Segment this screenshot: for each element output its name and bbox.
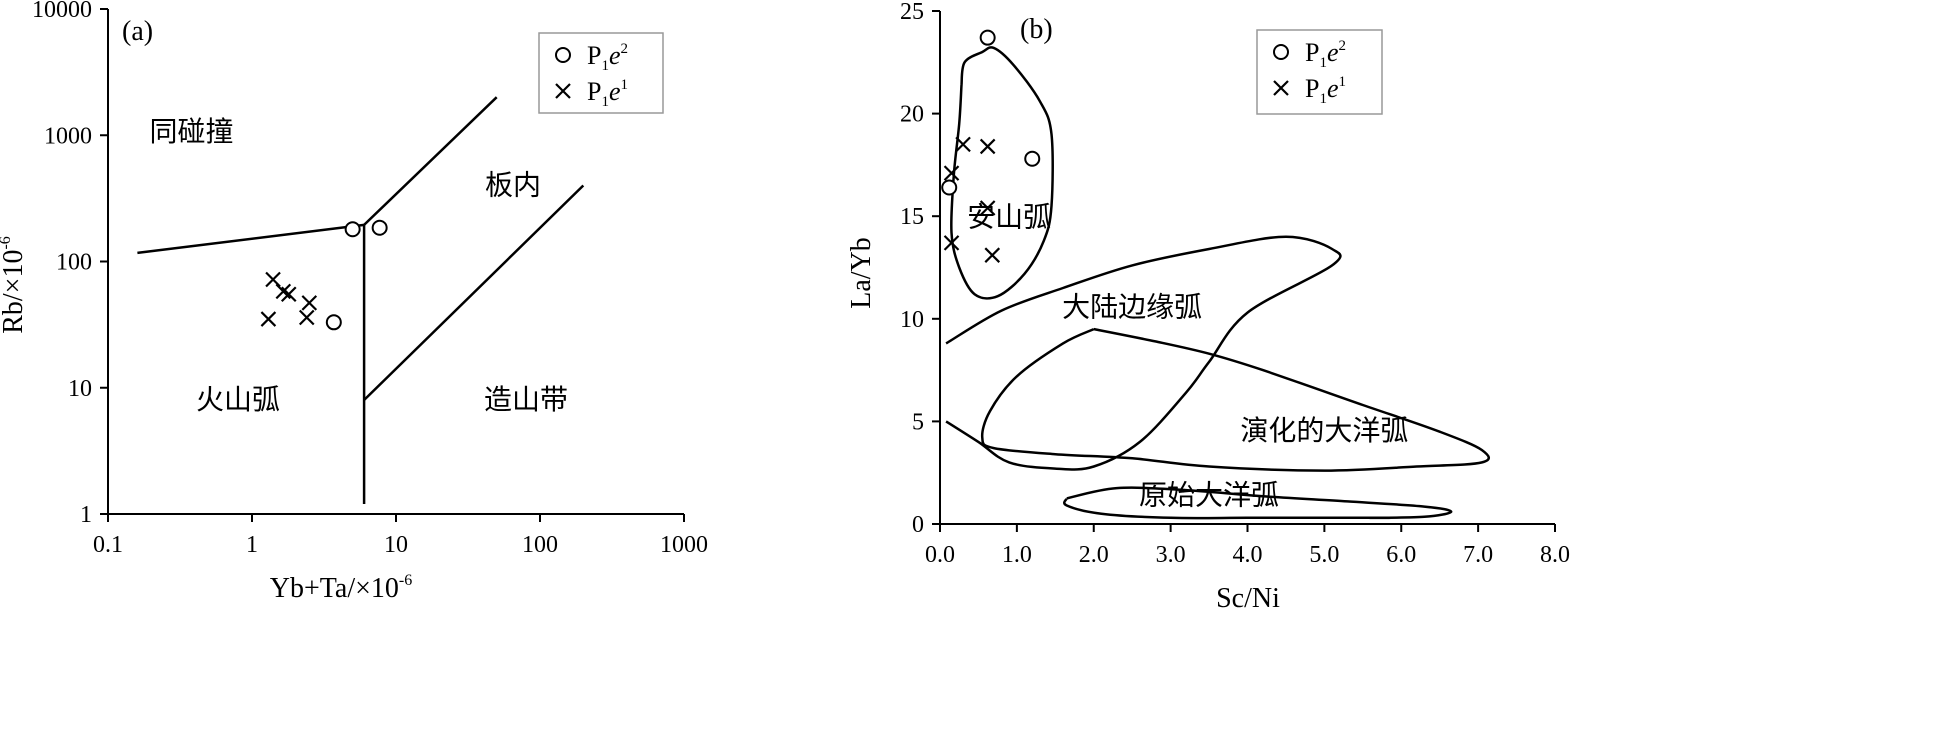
field-outline xyxy=(1063,486,1453,520)
data-point-cross xyxy=(260,311,277,327)
data-point-circle xyxy=(371,219,388,236)
y-tick-label: 100 xyxy=(56,250,92,276)
x-tick-label: 4.0 xyxy=(1233,542,1263,568)
legend-marker-circle xyxy=(555,47,571,63)
region-label: 火山弧 xyxy=(196,383,280,416)
x-tick-label: 6.0 xyxy=(1386,542,1416,568)
y-tick-label: 10 xyxy=(900,307,924,333)
legend-label-subscript: 1 xyxy=(601,58,609,74)
legend-box xyxy=(538,32,664,114)
legend-label-base: P xyxy=(1305,38,1319,67)
panel-a-chart: 0.1 1 10 100 1000110100100010000Yb+Ta/×10-6R… xyxy=(0,0,708,604)
data-point-cross xyxy=(301,295,318,311)
data-point-circle xyxy=(941,179,958,196)
panel-label: (b) xyxy=(1020,14,1053,45)
legend-label-base: P xyxy=(1305,74,1319,103)
field-outline xyxy=(980,327,1490,472)
data-point-circle xyxy=(325,314,342,331)
legend-label-base: P xyxy=(587,77,601,106)
legend-label-base: P xyxy=(587,41,601,70)
legend-entry-label: P1e2 xyxy=(1305,38,1346,71)
data-point-circle xyxy=(1024,150,1041,167)
data-point-cross xyxy=(984,247,1001,263)
x-tick-label: 5.0 xyxy=(1309,542,1339,568)
legend-label-superscript: 1 xyxy=(1339,74,1347,90)
field-boundary-line xyxy=(363,184,585,401)
data-point-cross xyxy=(298,309,315,326)
region-label: 板内 xyxy=(485,168,541,201)
legend-label-superscript: 2 xyxy=(621,41,629,57)
x-tick-label: 10 xyxy=(384,532,408,558)
y-tick-label: 0 xyxy=(912,512,924,538)
data-point-cross xyxy=(943,165,960,181)
y-axis-title-text: La/Yb xyxy=(846,237,877,309)
data-point-cross xyxy=(265,271,281,288)
y-tick-label: 20 xyxy=(900,102,924,128)
field-boundary-line xyxy=(137,223,365,255)
x-axis-title-text: Sc/Ni xyxy=(1216,583,1280,614)
x-axis-title-text: Yb+Ta/×10 xyxy=(270,573,399,604)
x-tick-label: 1000 xyxy=(660,532,708,558)
data-point-circle xyxy=(979,29,996,46)
field-outline xyxy=(950,46,1054,300)
y-tick-label: 10000 xyxy=(32,0,92,23)
legend-entry-label: P1e1 xyxy=(587,77,628,110)
field-outline xyxy=(945,235,1342,471)
region-label: 大陆边缘弧 xyxy=(1062,291,1202,324)
field-boundary-line xyxy=(363,96,498,226)
x-tick-label: 1 xyxy=(246,532,258,558)
legend-label-italic: e xyxy=(1327,74,1339,103)
x-tick-label: 100 xyxy=(522,532,558,558)
y-axis-title-exponent: -6 xyxy=(0,236,14,249)
x-axis-title: Yb+Ta/×10-6 xyxy=(270,572,413,604)
data-point-cross xyxy=(979,200,996,216)
region-label: 造山带 xyxy=(484,383,568,416)
data-point-cross xyxy=(943,235,960,251)
x-tick-label: 2.0 xyxy=(1079,542,1109,568)
x-tick-label: 1.0 xyxy=(1002,542,1032,568)
data-point-cross xyxy=(979,138,996,155)
legend-entry-label: P1e1 xyxy=(1305,74,1346,107)
x-tick-label: 0.1 xyxy=(93,532,123,558)
y-tick-label: 1000 xyxy=(44,123,92,149)
region-label: 安山弧 xyxy=(967,200,1051,233)
legend-label-italic: e xyxy=(1327,38,1339,67)
legend-label-subscript: 1 xyxy=(1319,55,1327,71)
legend-label-superscript: 1 xyxy=(621,77,629,93)
data-point-cross xyxy=(280,286,297,303)
y-tick-label: 15 xyxy=(900,204,924,230)
x-tick-label: 7.0 xyxy=(1463,542,1493,568)
legend-marker-circle xyxy=(1273,44,1289,60)
panel-b-chart: 0.0 1.0 2.0 3.0 4.0 5.0 6.0 7.0 8.0 0 5 10 15 20 25 Sc/… xyxy=(846,0,1570,614)
y-axis-title: La/Yb xyxy=(846,237,877,309)
panel-label: (a) xyxy=(122,16,153,47)
legend-box xyxy=(1256,29,1383,115)
x-axis-title: Sc/Ni xyxy=(1216,583,1280,614)
y-tick-label: 25 xyxy=(900,0,924,25)
legend-marker-cross xyxy=(555,83,571,99)
region-label: 同碰撞 xyxy=(149,115,233,148)
data-point-circle xyxy=(344,221,361,238)
y-axis-title-text: Rb/×10 xyxy=(0,250,29,334)
legend-entry-label: P1e2 xyxy=(587,41,628,74)
y-tick-label: 1 xyxy=(80,502,92,528)
legend-label-subscript: 1 xyxy=(1319,91,1327,107)
legend-label-italic: e xyxy=(609,41,621,70)
y-tick-label: 10 xyxy=(68,376,92,402)
legend-label-superscript: 2 xyxy=(1339,38,1347,54)
x-tick-label: 3.0 xyxy=(1156,542,1186,568)
data-point-cross xyxy=(955,136,971,153)
legend-label-subscript: 1 xyxy=(601,94,609,110)
x-axis-title-exponent: -6 xyxy=(399,572,412,589)
legend-marker-cross xyxy=(1273,80,1289,96)
legend-label-italic: e xyxy=(609,77,621,106)
x-tick-label: 0.0 xyxy=(925,542,955,568)
x-tick-label: 8.0 xyxy=(1540,542,1570,568)
y-axis-title: Rb/×10-6 xyxy=(0,236,29,334)
y-tick-label: 5 xyxy=(912,409,924,435)
region-label: 演化的大洋弧 xyxy=(1240,414,1408,447)
region-label: 原始大洋弧 xyxy=(1139,479,1279,512)
